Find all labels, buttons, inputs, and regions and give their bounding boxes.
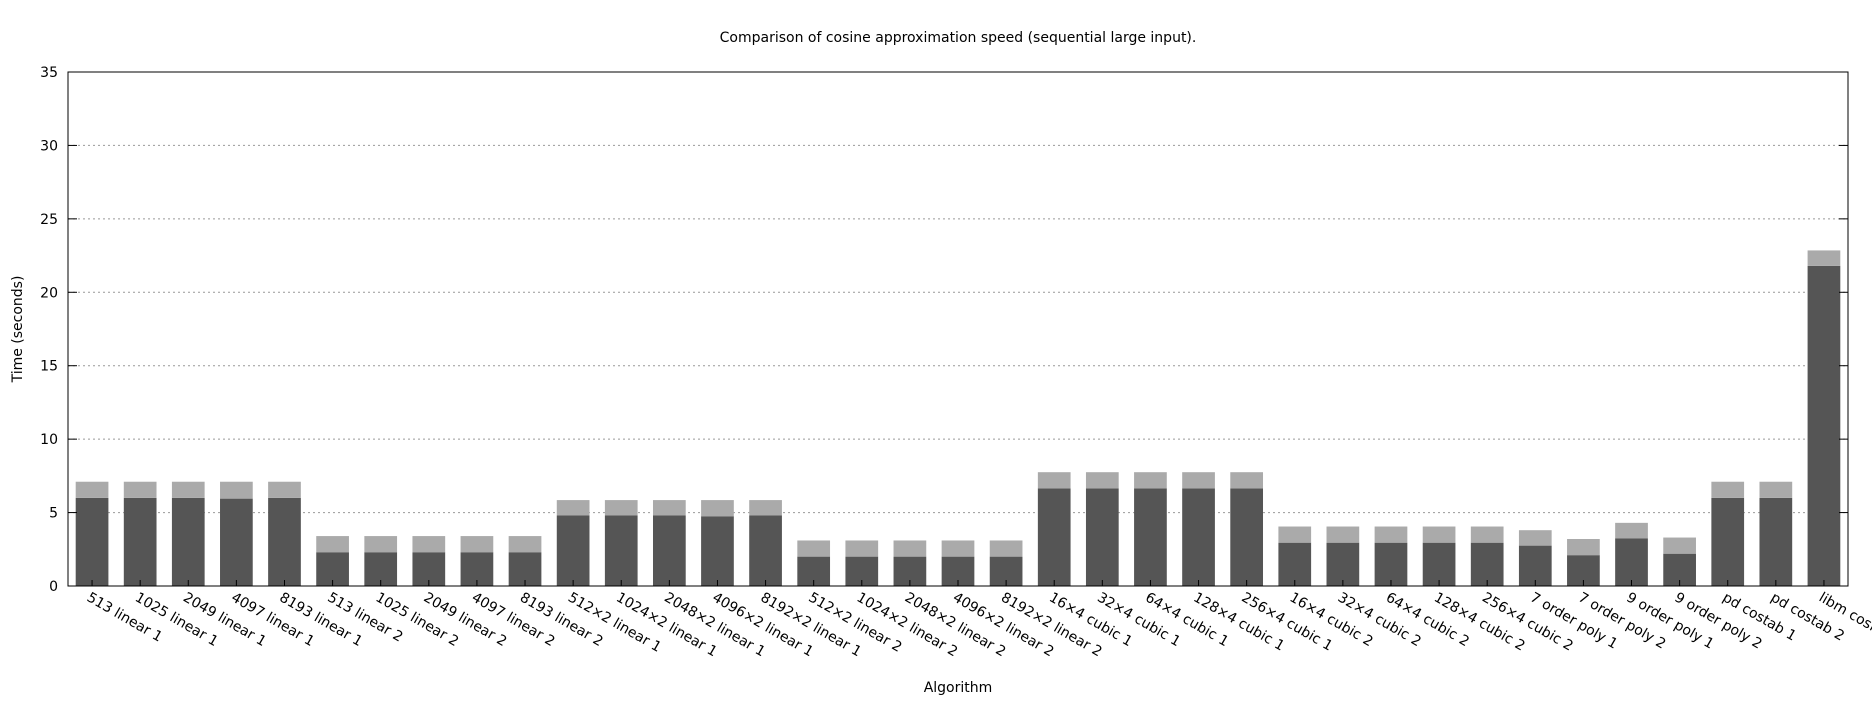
- bar-segment-upper: [1182, 472, 1215, 489]
- bar-segment-upper: [1567, 539, 1600, 556]
- plot-frame: [67, 71, 1849, 587]
- y-tick-label: 0: [49, 579, 58, 595]
- bar-segment-upper: [1134, 472, 1167, 489]
- gridlines: [68, 144, 1848, 514]
- bar-segment-lower: [1759, 497, 1793, 586]
- bar-segment-upper: [1807, 250, 1841, 266]
- y-tick-label: 5: [49, 506, 58, 522]
- bar-segment-lower: [1711, 497, 1745, 586]
- bar-segment-lower: [749, 515, 782, 586]
- bars: [75, 250, 1841, 586]
- bar-segment-lower: [1278, 542, 1312, 586]
- bar-segment-upper: [508, 536, 542, 553]
- bar-segment-upper: [1663, 537, 1696, 554]
- bar-segment-lower: [220, 498, 253, 586]
- bar-segment-upper: [268, 481, 301, 498]
- bar-segment-upper: [412, 536, 446, 553]
- bar-segment-upper: [1230, 472, 1264, 489]
- bar-segment-upper: [123, 481, 157, 498]
- bar-segment-upper: [171, 481, 205, 498]
- y-tick-label: 10: [40, 432, 58, 448]
- chart-title: Comparison of cosine approximation speed…: [720, 30, 1197, 46]
- bar-segment-upper: [1759, 481, 1793, 498]
- bar-segment-upper: [893, 540, 927, 557]
- bar-segment-lower: [1182, 488, 1215, 586]
- bar-segment-upper: [701, 500, 734, 517]
- bar-segment-upper: [941, 540, 975, 557]
- bar-segment-lower: [1134, 488, 1167, 586]
- bar-segment-lower: [701, 516, 734, 586]
- bar-segment-upper: [1085, 472, 1119, 489]
- y-tick-label: 15: [40, 359, 58, 375]
- bar-segment-upper: [1278, 526, 1312, 543]
- bar-segment-lower: [1518, 545, 1552, 586]
- bar-segment-upper: [364, 536, 398, 553]
- bar-segment-lower: [1374, 542, 1408, 586]
- bar-segment-upper: [652, 500, 686, 516]
- bar-segment-upper: [1374, 526, 1408, 543]
- y-axis-label: Time (seconds): [10, 276, 26, 384]
- bar-segment-upper: [845, 540, 879, 557]
- bar-segment-lower: [1326, 542, 1360, 586]
- bar-segment-lower: [171, 497, 205, 586]
- bar-segment-upper: [1615, 522, 1648, 539]
- y-tick-label: 20: [40, 285, 58, 301]
- bar-segment-upper: [316, 536, 349, 553]
- bar-segment-lower: [1470, 542, 1504, 586]
- y-tick-label: 25: [40, 212, 58, 228]
- y-ticks: 0 5 10 15 20 25 30 35: [40, 65, 1848, 595]
- bar-segment-lower: [1230, 488, 1264, 586]
- bar-segment-lower: [556, 515, 590, 586]
- bar-segment-upper: [220, 481, 253, 499]
- x-axis-label: Algorithm: [924, 680, 993, 696]
- bar-segment-upper: [75, 481, 109, 498]
- bar-segment-upper: [1711, 481, 1745, 498]
- bar-segment-lower: [1037, 488, 1071, 586]
- bar-segment-upper: [604, 500, 638, 516]
- y-tick-label: 30: [40, 138, 58, 154]
- bar-segment-upper: [989, 540, 1023, 557]
- bar-segment-upper: [1422, 526, 1456, 543]
- bar-segment-lower: [268, 497, 301, 586]
- bar-segment-lower: [123, 497, 157, 586]
- bar-segment-upper: [1518, 530, 1552, 546]
- bar-segment-upper: [1326, 526, 1360, 543]
- bar-segment-upper: [797, 540, 831, 557]
- bar-segment-lower: [1615, 538, 1648, 586]
- bar-segment-lower: [652, 515, 686, 586]
- bar-segment-upper: [749, 500, 782, 516]
- bar-segment-upper: [1470, 526, 1504, 543]
- bar-segment-lower: [604, 515, 638, 586]
- bar-segment-lower: [1807, 265, 1841, 586]
- bar-segment-lower: [1422, 542, 1456, 586]
- bar-segment-lower: [75, 497, 109, 586]
- bar-segment-upper: [460, 536, 494, 553]
- bar-segment-upper: [1037, 472, 1071, 489]
- bar-segment-lower: [1085, 488, 1119, 586]
- bar-segment-upper: [556, 500, 590, 516]
- y-tick-label: 35: [40, 65, 58, 81]
